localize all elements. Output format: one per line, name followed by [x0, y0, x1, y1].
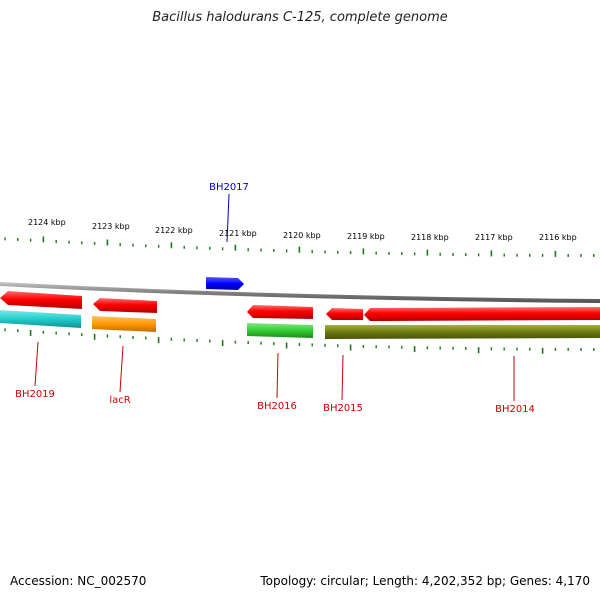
gene-label-lacr[interactable]: lacR [109, 395, 130, 406]
tick-label: 2117 kbp [475, 233, 513, 242]
upper-scale [4, 236, 595, 257]
tick-label: 2120 kbp [283, 231, 321, 240]
gene-label-bh2019[interactable]: BH2019 [15, 389, 55, 400]
tick-label: 2121 kbp [219, 229, 257, 238]
genome-title: Bacillus halodurans C-125, complete geno… [152, 10, 448, 25]
gene-label-bh2015[interactable]: BH2015 [323, 403, 363, 414]
topology-label: Topology: circular; Length: 4,202,352 bp… [260, 574, 590, 588]
gene-label-bh2014[interactable]: BH2014 [495, 404, 535, 415]
callout-lacr [119, 345, 124, 393]
feature-olive [325, 325, 600, 339]
tick-label: 2124 kbp [28, 218, 66, 227]
gene-label-bh2017[interactable]: BH2017 [209, 182, 249, 193]
tick-label: 2116 kbp [539, 233, 577, 242]
callout-bh2015 [341, 354, 344, 401]
tick-label: 2123 kbp [92, 222, 130, 231]
accession-label: Accession: NC_002570 [10, 574, 147, 588]
feature-green [247, 323, 313, 338]
gene-bh2019[interactable] [0, 291, 82, 309]
callout-bh2019 [34, 341, 39, 387]
tick-label: 2119 kbp [347, 232, 385, 241]
tick-label: 2118 kbp [411, 233, 449, 242]
feature-cyan [0, 310, 81, 328]
tick-label: 2122 kbp [155, 226, 193, 235]
callout-bh2016 [276, 352, 279, 399]
feature-orange [92, 316, 156, 332]
gene-label-bh2016[interactable]: BH2016 [257, 401, 297, 412]
gene-bh2015[interactable] [326, 308, 363, 320]
gene-bh2017[interactable] [206, 277, 244, 290]
callout-bh2017 [226, 193, 230, 243]
gene-bh2016[interactable] [247, 305, 313, 319]
backbone [0, 282, 600, 303]
gene-lacr[interactable] [93, 298, 157, 313]
gene-bh2014[interactable] [364, 307, 600, 321]
lower-scale [4, 328, 595, 354]
